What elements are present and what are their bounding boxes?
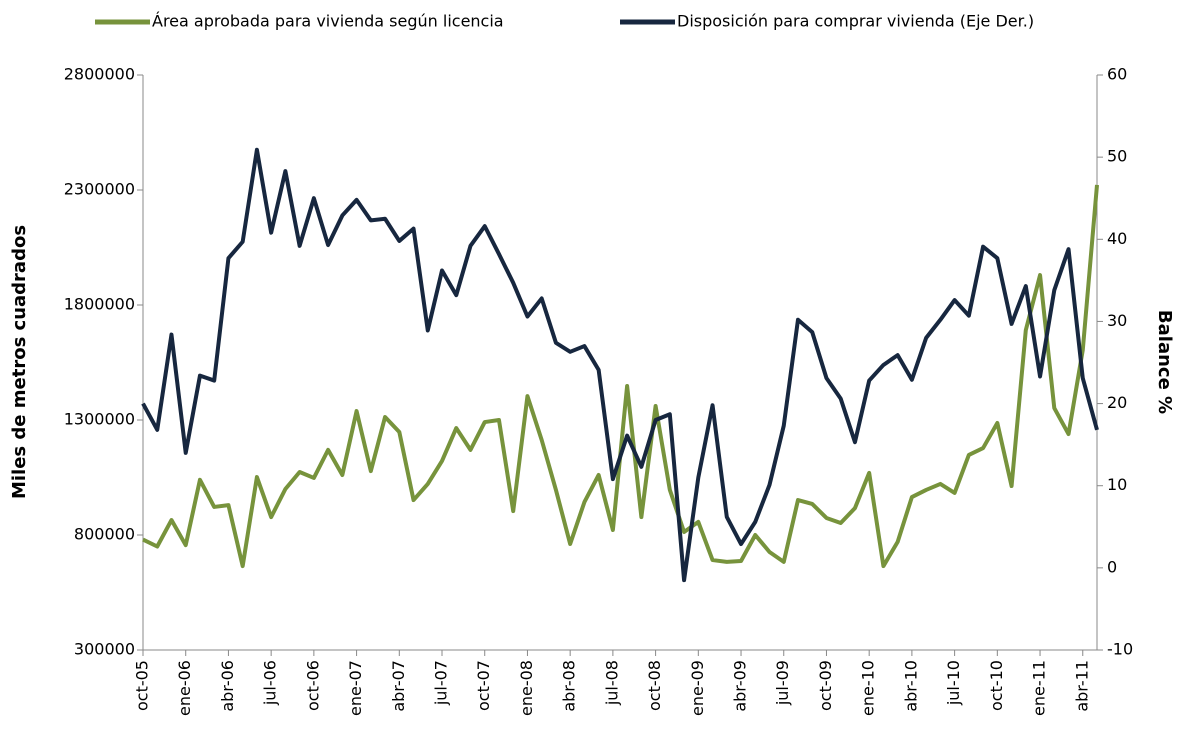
x-tick-label: oct-08 bbox=[645, 660, 664, 711]
x-tick-label: jul-09 bbox=[773, 660, 792, 706]
x-tick-label: oct-05 bbox=[133, 660, 152, 711]
y-tick-label: 2300000 bbox=[64, 180, 135, 199]
x-tick-label: abr-08 bbox=[560, 660, 579, 712]
x-tick-label: oct-07 bbox=[474, 660, 493, 711]
x-tick-label: oct-06 bbox=[303, 660, 322, 711]
y-tick-label: 300000 bbox=[74, 640, 135, 659]
y2-tick-label: 50 bbox=[1107, 147, 1127, 166]
series-line bbox=[141, 147, 1099, 583]
y2-tick-label: 20 bbox=[1107, 393, 1127, 412]
y-tick-label: 800000 bbox=[74, 525, 135, 544]
x-tick-label: oct-09 bbox=[816, 660, 835, 711]
x-tick-label: jul-07 bbox=[432, 660, 451, 706]
x-tick-label: jul-10 bbox=[944, 660, 963, 706]
x-tick-label: ene-09 bbox=[688, 660, 707, 716]
x-tick-label: abr-09 bbox=[731, 660, 750, 712]
x-tick-label: jul-08 bbox=[602, 660, 621, 706]
x-tick-label: ene-08 bbox=[517, 660, 536, 716]
x-tick-label: ene-11 bbox=[1030, 660, 1049, 716]
x-tick-label: ene-10 bbox=[859, 660, 878, 716]
x-tick-label: ene-07 bbox=[346, 660, 365, 716]
y2-axis-label: Balance % bbox=[1154, 310, 1175, 414]
x-tick-label: oct-10 bbox=[987, 660, 1006, 711]
x-tick-label: jul-06 bbox=[261, 660, 280, 706]
y-tick-label: 1300000 bbox=[64, 410, 135, 429]
x-tick-label: abr-06 bbox=[218, 660, 237, 712]
x-tick-label: abr-07 bbox=[389, 660, 408, 712]
legend-label: Área aprobada para vivienda según licenc… bbox=[152, 12, 504, 31]
y2-tick-label: 10 bbox=[1107, 475, 1127, 494]
y-tick-label: 2800000 bbox=[64, 65, 135, 84]
x-tick-label: abr-11 bbox=[1072, 660, 1091, 712]
x-tick-label: ene-06 bbox=[175, 660, 194, 716]
y2-tick-label: 60 bbox=[1107, 65, 1127, 84]
x-tick-label: abr-10 bbox=[901, 660, 920, 712]
y2-tick-label: 40 bbox=[1107, 229, 1127, 248]
y2-tick-label: 30 bbox=[1107, 311, 1127, 330]
y-tick-label: 1800000 bbox=[64, 295, 135, 314]
series-line bbox=[142, 184, 1099, 569]
y2-tick-label: 0 bbox=[1107, 557, 1117, 576]
legend-label: Disposición para comprar vivienda (Eje D… bbox=[677, 12, 1034, 31]
y2-tick-label: -10 bbox=[1107, 640, 1133, 659]
y-axis-label: Miles de metros cuadrados bbox=[9, 225, 30, 499]
